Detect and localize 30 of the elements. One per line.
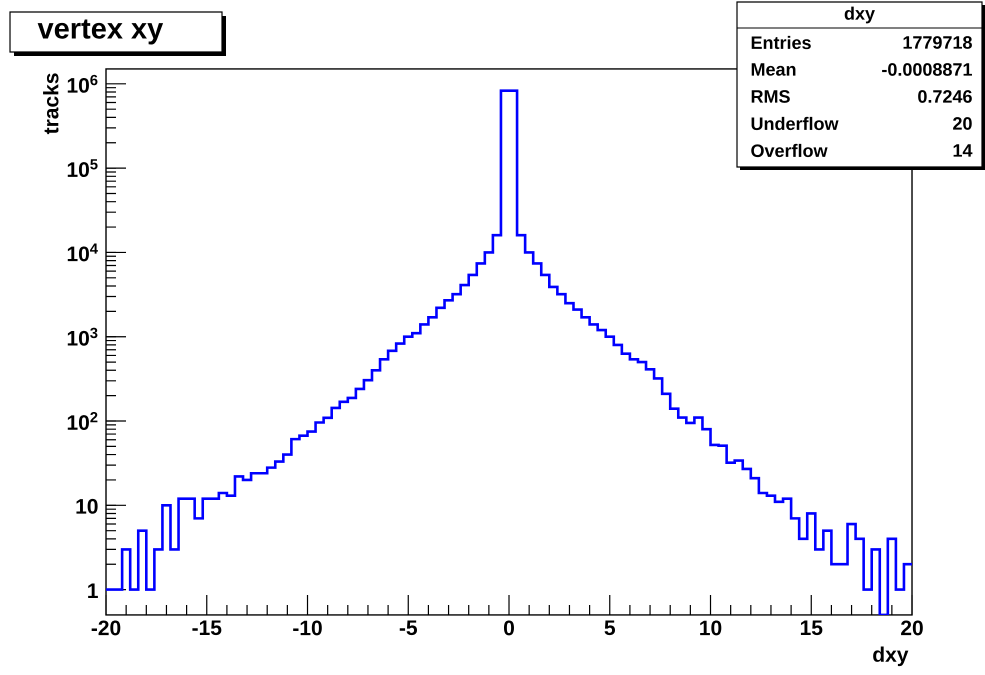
text: 0.7246 — [918, 90, 972, 103]
x-tick-label: -20 — [92, 620, 120, 636]
text: dxy — [844, 6, 875, 24]
y-tick-label: 10 — [76, 498, 98, 514]
x-tick-label: -15 — [192, 620, 222, 636]
y-tick-label: 1 — [88, 584, 98, 598]
x-tick-label: 0 — [504, 620, 514, 636]
x-tick-label: 20 — [901, 620, 923, 636]
annotation: -0.0008871 — [882, 63, 972, 76]
x-tick-label: 10 — [700, 620, 722, 636]
y-tick-label: 10$^{3}$ — [68, 328, 98, 346]
text: 14 — [954, 144, 972, 157]
y-tick-label: 10$^{2}$ — [68, 412, 98, 430]
y-tick-label: 10$^{5}$ — [68, 159, 98, 178]
y-tick-label: 10$^{4}$ — [68, 244, 98, 262]
y-tick-label: 10$^{6}$ — [68, 74, 98, 93]
text: 1779718 — [904, 36, 972, 49]
annotation: RMS — [752, 90, 790, 103]
chart-title: vertex xy — [38, 20, 164, 44]
annotation: Overflow — [751, 144, 828, 158]
text: 20 — [953, 117, 972, 130]
x-tick-label: -10 — [293, 620, 322, 636]
annotation: Mean — [752, 63, 796, 76]
x-tick-label: 15 — [800, 620, 822, 636]
x-tick-label: -5 — [400, 620, 418, 636]
y-axis-title: tracks — [43, 73, 58, 134]
x-axis-title: dxy — [873, 646, 908, 666]
text: Entries — [752, 36, 811, 50]
annotation: Underflow — [752, 116, 839, 130]
x-tick-label: 5 — [604, 620, 616, 636]
